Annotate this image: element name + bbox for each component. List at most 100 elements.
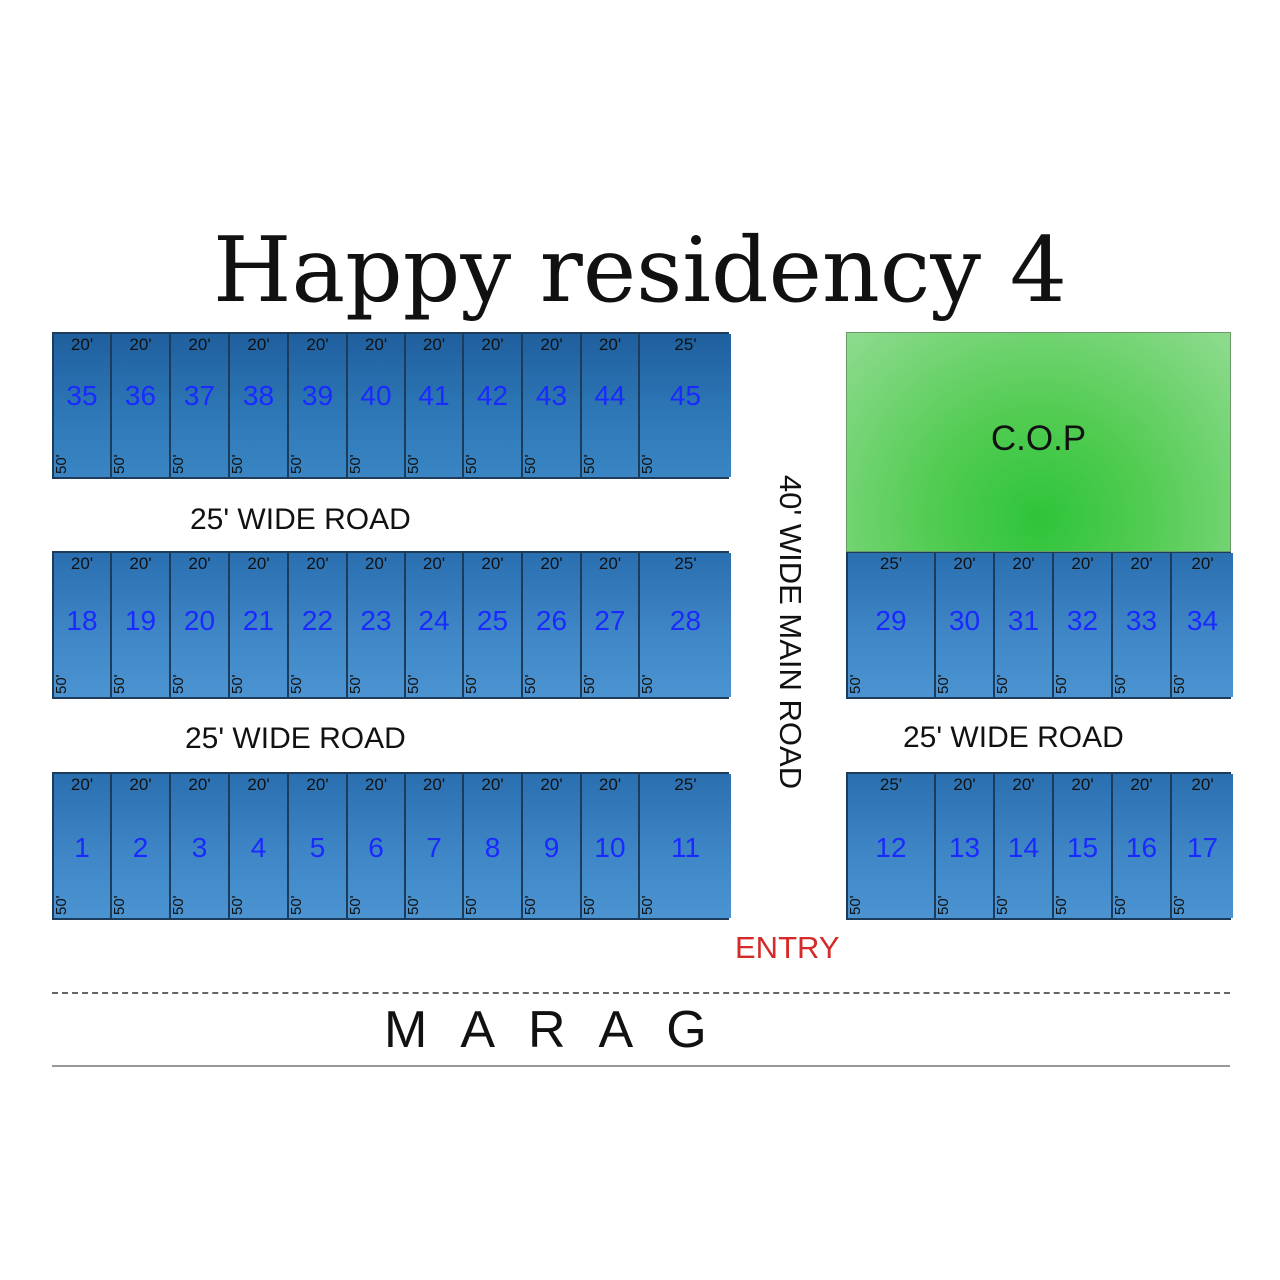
plot-37[interactable]: 20' 37 50' [170,334,230,477]
plot-number: 39 [301,380,334,411]
plot-depth-label: 50' [639,895,656,915]
plot-34[interactable]: 20' 34 50' [1171,553,1233,697]
plot-number: 37 [183,380,216,411]
plot-26[interactable]: 20' 26 50' [522,553,582,697]
plot-width-label: 20' [306,335,329,354]
plot-11[interactable]: 25' 11 50' [639,774,731,918]
plot-width-label: 20' [598,335,622,354]
plot-7[interactable]: 20' 7 50' [405,774,464,918]
plot-number: 14 [1007,832,1040,863]
plot-number: 31 [1007,605,1040,636]
cop-area: C.O.P [846,332,1231,552]
plot-30[interactable]: 20' 30 50' [935,553,995,697]
plot-1[interactable]: 20' 1 50' [53,774,112,918]
plot-depth-label: 50' [522,454,539,474]
plot-4[interactable]: 20' 4 50' [229,774,289,918]
plot-width-label: 20' [540,554,563,573]
plot-depth-label: 50' [405,454,422,474]
plot-22[interactable]: 20' 22 50' [288,553,348,697]
plot-16[interactable]: 20' 16 50' [1112,774,1172,918]
plot-number: 17 [1186,832,1219,863]
plot-35[interactable]: 20' 35 50' [53,334,112,477]
plot-38[interactable]: 20' 38 50' [229,334,289,477]
plot-32[interactable]: 20' 32 50' [1053,553,1113,697]
plot-depth-label: 50' [463,454,480,474]
plot-depth-label: 50' [1053,895,1070,915]
plot-number: 29 [875,605,907,636]
plot-31[interactable]: 20' 31 50' [994,553,1054,697]
plot-43[interactable]: 20' 43 50' [522,334,582,477]
plot-39[interactable]: 20' 39 50' [288,334,348,477]
plot-40[interactable]: 20' 40 50' [347,334,406,477]
plot-17[interactable]: 20' 17 50' [1171,774,1233,918]
plot-25[interactable]: 20' 25 50' [463,553,523,697]
plot-9[interactable]: 20' 9 50' [522,774,582,918]
plot-width-label: 20' [1191,775,1214,794]
plot-number: 11 [670,832,701,863]
plot-12[interactable]: 25' 12 50' [847,774,936,918]
plot-depth-label: 50' [847,895,864,915]
plot-28[interactable]: 25' 28 50' [639,553,731,697]
plot-number: 43 [535,380,568,411]
plot-2[interactable]: 20' 2 50' [111,774,171,918]
plot-10[interactable]: 20' 10 50' [581,774,640,918]
plot-number: 45 [669,380,702,411]
plot-20[interactable]: 20' 20 50' [170,553,230,697]
plot-44[interactable]: 20' 44 50' [581,334,640,477]
plot-width-label: 20' [1071,775,1094,794]
plot-depth-label: 50' [405,674,422,694]
plot-number: 22 [301,605,334,636]
plot-41[interactable]: 20' 41 50' [405,334,464,477]
plot-depth-label: 50' [935,895,952,915]
plot-24[interactable]: 20' 24 50' [405,553,464,697]
plot-3[interactable]: 20' 3 50' [170,774,230,918]
plot-45[interactable]: 25' 45 50' [639,334,731,477]
plot-number: 24 [418,605,450,636]
plot-13[interactable]: 20' 13 50' [935,774,995,918]
plot-19[interactable]: 20' 19 50' [111,553,171,697]
plot-width-label: 20' [481,554,504,573]
plot-depth-label: 50' [170,674,187,694]
plot-width-label: 20' [1012,775,1035,794]
plot-width-label: 25' [879,775,903,794]
plot-depth-label: 50' [170,454,187,474]
plot-5[interactable]: 20' 5 50' [288,774,348,918]
plot-depth-label: 50' [935,674,952,694]
plot-depth-label: 50' [522,674,539,694]
plot-number: 33 [1125,605,1158,636]
plot-number: 10 [594,832,626,863]
plot-number: 32 [1066,605,1099,636]
plot-number: 44 [594,380,626,411]
plot-8[interactable]: 20' 8 50' [463,774,523,918]
plot-14[interactable]: 20' 14 50' [994,774,1054,918]
plot-width-label: 20' [129,775,152,794]
plot-23[interactable]: 20' 23 50' [347,553,406,697]
plot-number: 13 [948,832,981,863]
plot-number: 7 [426,832,442,863]
plot-width-label: 20' [188,554,211,573]
plot-number: 20 [183,605,216,636]
plot-42[interactable]: 20' 42 50' [463,334,523,477]
entry-label: ENTRY [735,930,840,965]
plot-number: 36 [124,380,157,411]
plot-depth-label: 50' [1171,895,1188,915]
plot-21[interactable]: 20' 21 50' [229,553,289,697]
plot-width-label: 20' [364,775,388,794]
plot-18[interactable]: 20' 18 50' [53,553,112,697]
plot-depth-label: 50' [1053,674,1070,694]
plot-27[interactable]: 20' 27 50' [581,553,640,697]
plot-width-label: 20' [247,335,270,354]
plot-15[interactable]: 20' 15 50' [1053,774,1113,918]
plot-depth-label: 50' [581,895,598,915]
plot-width-label: 20' [540,335,563,354]
plot-width-label: 20' [1071,554,1094,573]
plot-depth-label: 50' [994,674,1011,694]
plot-depth-label: 50' [581,454,598,474]
plot-29[interactable]: 25' 29 50' [847,553,936,697]
plot-number: 42 [476,380,509,411]
plot-33[interactable]: 20' 33 50' [1112,553,1172,697]
plot-width-label: 20' [129,335,152,354]
plot-6[interactable]: 20' 6 50' [347,774,406,918]
plot-width-label: 20' [1191,554,1214,573]
plot-36[interactable]: 20' 36 50' [111,334,171,477]
